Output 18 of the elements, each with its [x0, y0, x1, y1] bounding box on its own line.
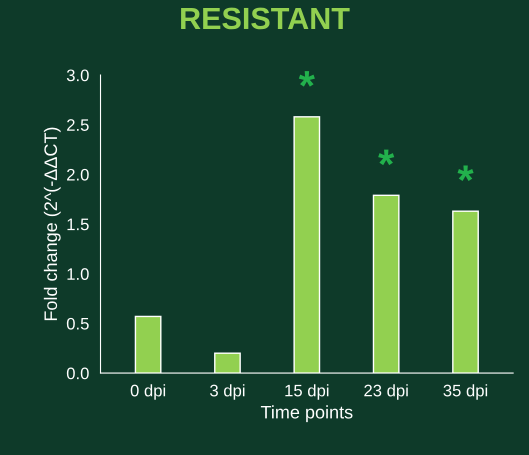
y-tick-label: 0.5 [66, 318, 89, 330]
y-tick-label: 3.0 [66, 69, 89, 82]
y-axis-title: Fold change (2^(-ΔΔCT) [44, 128, 61, 320]
x-tick-label: 23 dpi [364, 384, 408, 400]
annotation: * [458, 166, 474, 182]
y-tick-label: 1.5 [68, 218, 89, 230]
y-tick-label: 1.0 [68, 268, 89, 280]
y-tick-label: 2.5 [67, 119, 89, 131]
chart-title: RESISTANT [181, 8, 350, 30]
x-tick-label: 35 dpi [443, 384, 488, 400]
x-axis-title: Time points [260, 405, 352, 422]
x-tick-label: 3 dpi [210, 384, 244, 400]
annotation: * [378, 150, 394, 166]
y-tick-label: 2.0 [67, 168, 89, 181]
x-tick-label: 0 dpi [130, 384, 166, 400]
annotation: * [298, 71, 315, 87]
y-tick-label: 0.0 [66, 368, 89, 380]
x-tick-label: 15 dpi [285, 384, 328, 400]
